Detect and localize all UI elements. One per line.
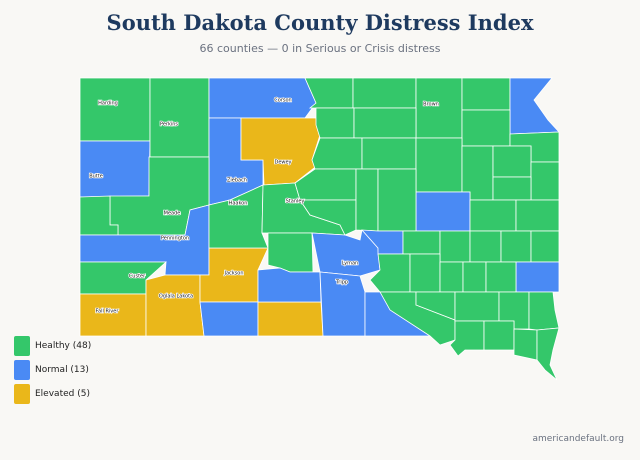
county-shape[interactable] xyxy=(530,161,560,201)
county-shape[interactable] xyxy=(469,230,502,263)
county-shape[interactable] xyxy=(515,261,560,293)
county-shape[interactable] xyxy=(355,168,379,232)
county-shape[interactable] xyxy=(515,199,560,232)
legend: Healthy (48) Normal (13) Elevated (5) xyxy=(14,334,91,406)
county-shape[interactable] xyxy=(536,327,560,381)
county-shape[interactable] xyxy=(361,137,417,170)
county-shape[interactable] xyxy=(492,145,532,178)
county-label: Brown xyxy=(423,102,439,108)
source-credit: americandefault.org xyxy=(532,434,624,444)
county-label: Butte xyxy=(89,174,103,180)
legend-item-normal: Normal (13) xyxy=(14,358,91,382)
page-title: South Dakota County Distress Index xyxy=(106,10,534,35)
county-shape[interactable] xyxy=(352,77,417,109)
county-shape[interactable] xyxy=(509,77,560,135)
legend-item-healthy: Healthy (48) xyxy=(14,334,91,358)
legend-item-elevated: Elevated (5) xyxy=(14,382,91,406)
county-shape[interactable] xyxy=(377,168,417,232)
legend-swatch xyxy=(14,336,30,356)
county-shape[interactable] xyxy=(439,230,471,263)
county-shape[interactable] xyxy=(462,261,487,293)
county-corson[interactable] xyxy=(208,77,317,119)
county-shape[interactable] xyxy=(500,230,532,263)
county-label: Custer xyxy=(129,274,146,280)
county-shape[interactable] xyxy=(311,137,363,170)
county-label: Tripp xyxy=(335,280,348,286)
county-oglala-lakota[interactable] xyxy=(145,274,205,337)
county-shape[interactable] xyxy=(439,261,464,293)
county-label: Ziebach xyxy=(227,178,247,184)
county-label: Pennington xyxy=(161,236,189,242)
county-label: Jackson xyxy=(223,271,243,277)
county-label: Stanley xyxy=(286,199,305,205)
county-shape[interactable] xyxy=(257,301,324,337)
county-shape[interactable] xyxy=(199,301,259,337)
county-shape[interactable] xyxy=(461,77,511,111)
county-shape[interactable] xyxy=(513,328,538,361)
subtitle: 66 counties — 0 in Serious or Crisis dis… xyxy=(199,42,441,55)
county-shape[interactable] xyxy=(257,267,322,303)
county-shape[interactable] xyxy=(449,320,485,357)
county-shape[interactable] xyxy=(528,291,560,331)
county-shape[interactable] xyxy=(492,176,532,201)
county-shape[interactable] xyxy=(454,291,500,322)
county-shape[interactable] xyxy=(415,191,471,232)
county-label: Oglala Lakota xyxy=(159,294,193,300)
county-label: Dewey xyxy=(274,160,291,166)
county-fall-river[interactable] xyxy=(79,293,147,337)
county-label: Lyman xyxy=(342,261,358,267)
county-butte[interactable] xyxy=(79,140,151,198)
county-shape[interactable] xyxy=(483,320,515,351)
county-label: Meade xyxy=(164,211,181,217)
county-label: Harding xyxy=(98,101,118,107)
county-shape[interactable] xyxy=(461,109,511,147)
county-label: Perkins xyxy=(160,122,178,128)
county-shape[interactable] xyxy=(530,230,560,263)
county-shape[interactable] xyxy=(353,107,417,139)
county-perkins[interactable] xyxy=(149,77,210,158)
county-shape[interactable] xyxy=(469,199,517,232)
county-shape[interactable] xyxy=(485,261,517,293)
county-shape[interactable] xyxy=(415,137,463,193)
county-shape[interactable] xyxy=(267,232,314,273)
county-label: Corson xyxy=(274,98,291,104)
county-shape[interactable] xyxy=(315,107,355,139)
county-brown[interactable] xyxy=(415,77,463,139)
county-harding[interactable] xyxy=(79,77,151,142)
legend-swatch xyxy=(14,384,30,404)
county-shape[interactable] xyxy=(409,253,441,293)
county-shape[interactable] xyxy=(402,230,441,255)
legend-swatch xyxy=(14,360,30,380)
county-label: Haakon xyxy=(229,201,248,207)
county-label: Fall River xyxy=(96,309,120,315)
